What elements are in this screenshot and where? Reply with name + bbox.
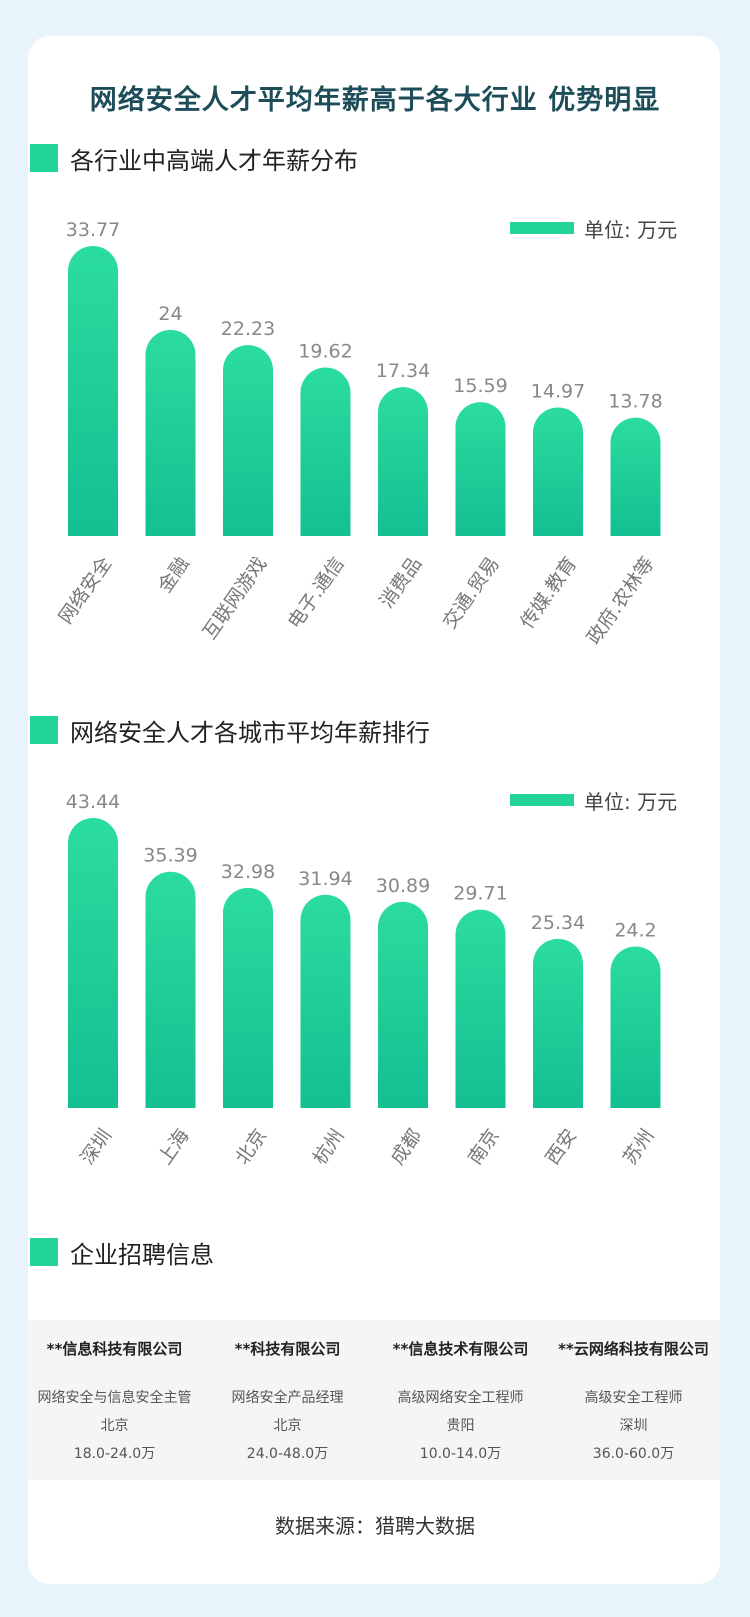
recruit-card: **云网络科技有限公司 高级安全工程师 深圳 36.0-60.0万	[547, 1320, 720, 1480]
job-title: 高级安全工程师	[584, 1390, 683, 1406]
job-title: 高级网络安全工程师	[397, 1390, 524, 1406]
recruit-card: **科技有限公司 网络安全产品经理 北京 24.0-48.0万	[201, 1320, 374, 1480]
industry-value-label: 22.23	[221, 318, 275, 340]
section-city-title: 网络安全人才各城市平均年薪排行	[70, 719, 430, 747]
recruit-card: **信息科技有限公司 网络安全与信息安全主管 北京 18.0-24.0万	[28, 1320, 201, 1480]
industry-bar	[300, 367, 351, 536]
company-name: **信息技术有限公司	[392, 1340, 529, 1358]
city-bar	[68, 818, 118, 1108]
industry-value-label: 13.78	[608, 391, 662, 413]
city-bar	[610, 946, 661, 1108]
city-value-label: 25.34	[531, 912, 585, 934]
page-title: 网络安全人才平均年薪高于各大行业 优势明显	[89, 85, 661, 116]
industry-value-label: 33.77	[66, 219, 120, 241]
city-value-label: 35.39	[143, 845, 197, 867]
job-city: 北京	[273, 1418, 302, 1434]
industry-bar	[145, 329, 196, 536]
job-city: 北京	[100, 1418, 129, 1434]
city-bar	[378, 901, 428, 1108]
city-category-label: 杭州	[309, 1125, 349, 1169]
recruit-card: **信息技术有限公司 高级网络安全工程师 贵阳 10.0-14.0万	[374, 1320, 547, 1480]
legend-swatch	[510, 222, 574, 234]
job-title: 网络安全与信息安全主管	[37, 1390, 192, 1406]
company-name: **科技有限公司	[234, 1340, 341, 1358]
industry-bar	[533, 407, 583, 536]
section-marker	[30, 716, 58, 744]
city-category-label: 成都	[386, 1125, 426, 1169]
industry-value-label: 17.34	[376, 360, 430, 382]
legend-swatch	[510, 794, 574, 806]
job-salary: 24.0-48.0万	[246, 1446, 329, 1462]
section-industry-title: 各行业中高端人才年薪分布	[70, 147, 358, 175]
industry-value-label: 24	[158, 303, 182, 325]
industry-bar	[223, 345, 273, 536]
section-marker	[30, 1238, 58, 1266]
section-recruit-title: 企业招聘信息	[70, 1241, 214, 1269]
industry-bar	[455, 402, 506, 536]
city-value-label: 31.94	[298, 868, 352, 890]
job-salary: 36.0-60.0万	[592, 1446, 675, 1462]
city-salary-chart: 43.44 深圳 35.39 上海 32.98 北京 31.94 杭州 30.89 成都 29.71…	[66, 791, 661, 1169]
city-category-label: 苏州	[619, 1125, 659, 1169]
section-marker	[30, 144, 58, 172]
job-salary: 18.0-24.0万	[73, 1446, 156, 1462]
city-bar	[223, 887, 273, 1108]
city-category-label: 西安	[541, 1125, 581, 1169]
industry-salary-chart: 33.77网络安全24金融22.23互联网游戏19.62电子.通信17.34消费…	[55, 219, 663, 648]
city-value-label: 43.44	[66, 791, 120, 813]
job-city: 贵阳	[446, 1418, 475, 1434]
city-category-label: 南京	[464, 1125, 504, 1169]
city-category-label: 深圳	[76, 1125, 116, 1169]
city-category-label: 上海	[154, 1125, 194, 1169]
industry-value-label: 15.59	[453, 375, 507, 397]
industry-value-label: 14.97	[531, 380, 585, 402]
city-value-label: 29.71	[453, 883, 507, 905]
data-source: 数据来源：猎聘大数据	[275, 1514, 475, 1538]
industry-bar	[68, 246, 118, 536]
legend-unit-label: 单位: 万元	[584, 790, 678, 814]
job-salary: 10.0-14.0万	[419, 1446, 502, 1462]
industry-value-label: 19.62	[298, 341, 352, 363]
company-name: **信息科技有限公司	[46, 1340, 183, 1358]
city-value-label: 24.2	[614, 919, 656, 941]
city-category-label: 北京	[231, 1125, 271, 1169]
industry-bar	[378, 387, 428, 536]
industry-bar	[610, 417, 661, 536]
company-name: **云网络科技有限公司	[558, 1340, 709, 1358]
job-city: 深圳	[619, 1418, 648, 1434]
recruit-table: **信息科技有限公司 网络安全与信息安全主管 北京 18.0-24.0万 **科…	[28, 1320, 720, 1480]
city-bar	[455, 909, 506, 1108]
city-value-label: 32.98	[221, 861, 275, 883]
city-bar	[533, 938, 583, 1108]
city-value-label: 30.89	[376, 875, 430, 897]
job-title: 网络安全产品经理	[231, 1390, 344, 1406]
city-bar	[145, 871, 196, 1108]
city-bar	[300, 894, 351, 1108]
legend-unit-label: 单位: 万元	[584, 218, 678, 242]
